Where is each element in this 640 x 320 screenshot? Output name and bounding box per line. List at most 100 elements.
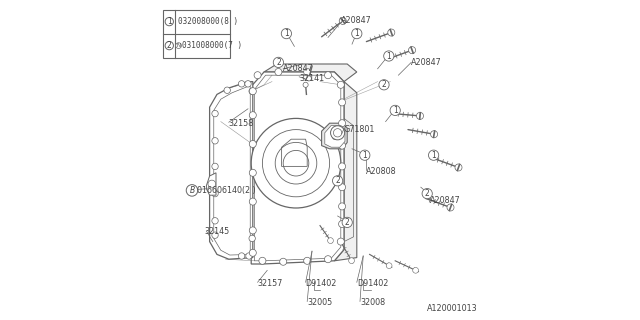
Circle shape [212,190,218,197]
Circle shape [259,257,266,264]
Circle shape [250,198,256,205]
Polygon shape [264,64,357,82]
Circle shape [238,81,244,87]
Circle shape [251,118,341,208]
Circle shape [304,257,311,264]
Text: 1: 1 [362,151,367,160]
Circle shape [307,76,312,81]
Circle shape [339,184,346,191]
Text: 1: 1 [284,29,289,38]
Circle shape [275,142,317,184]
Circle shape [331,126,345,140]
Circle shape [165,18,173,26]
Circle shape [408,47,415,54]
Text: 32157: 32157 [258,279,283,288]
Polygon shape [251,72,344,264]
Polygon shape [334,82,357,261]
Text: A20847: A20847 [412,58,442,67]
Circle shape [254,72,261,79]
Text: 032008000(8 ): 032008000(8 ) [178,17,238,26]
Circle shape [417,112,424,119]
Text: 32008: 32008 [360,298,385,307]
FancyBboxPatch shape [163,10,230,58]
Polygon shape [210,82,253,259]
Circle shape [212,218,218,224]
Circle shape [337,81,344,88]
Circle shape [324,72,332,79]
Text: A20847: A20847 [340,16,372,25]
Circle shape [339,163,346,170]
Circle shape [388,29,395,36]
Circle shape [262,130,330,197]
Circle shape [250,227,256,234]
Circle shape [328,238,333,244]
Circle shape [238,253,244,259]
Text: 031008000(7 ): 031008000(7 ) [182,41,242,50]
Text: 32145: 32145 [205,228,230,236]
Circle shape [337,238,344,245]
Circle shape [212,232,218,238]
Circle shape [303,82,308,87]
Polygon shape [322,123,347,149]
Circle shape [280,258,287,265]
Text: 32005: 32005 [307,298,332,307]
Circle shape [455,164,462,171]
Circle shape [422,188,433,199]
Circle shape [431,131,438,138]
Circle shape [333,134,338,140]
Circle shape [250,140,256,148]
Text: 2: 2 [167,41,172,50]
Circle shape [165,42,173,50]
Text: N: N [177,43,180,48]
Circle shape [429,150,439,160]
Circle shape [333,129,342,137]
Circle shape [208,180,216,188]
Text: 016606140(2 ): 016606140(2 ) [197,186,255,195]
Circle shape [282,28,292,39]
Text: A120001013: A120001013 [428,304,478,313]
Circle shape [245,81,251,87]
Text: 2: 2 [335,176,340,185]
Circle shape [379,80,389,90]
Text: A20808: A20808 [366,167,397,176]
Polygon shape [325,125,345,147]
Circle shape [175,43,182,49]
Circle shape [212,163,218,170]
Circle shape [249,88,255,94]
Circle shape [339,142,346,149]
Circle shape [304,68,311,76]
Text: 2: 2 [345,218,349,227]
Text: 32158: 32158 [229,119,254,128]
Text: 1: 1 [393,106,397,115]
Circle shape [250,88,256,95]
Polygon shape [206,173,216,195]
Circle shape [324,256,332,263]
Text: A20847: A20847 [283,64,314,73]
Text: 2: 2 [381,80,387,89]
Circle shape [339,17,346,24]
Circle shape [349,258,355,264]
Circle shape [386,263,392,268]
Circle shape [186,185,198,196]
Circle shape [360,150,370,160]
Circle shape [447,204,454,211]
Circle shape [250,112,256,119]
Text: 2: 2 [425,189,429,198]
Text: 1: 1 [431,151,436,160]
Circle shape [339,120,346,127]
Circle shape [212,110,218,117]
Circle shape [339,99,346,106]
Text: 1: 1 [387,52,391,60]
Text: B: B [189,186,195,195]
Text: D91402: D91402 [357,279,388,288]
Circle shape [342,217,352,228]
Circle shape [246,253,252,259]
Circle shape [352,28,362,39]
Circle shape [224,87,230,93]
Circle shape [339,220,346,228]
Circle shape [333,176,343,186]
Circle shape [413,268,419,273]
Text: D91402: D91402 [306,279,337,288]
Text: 1: 1 [355,29,359,38]
Text: A20847: A20847 [430,196,461,204]
